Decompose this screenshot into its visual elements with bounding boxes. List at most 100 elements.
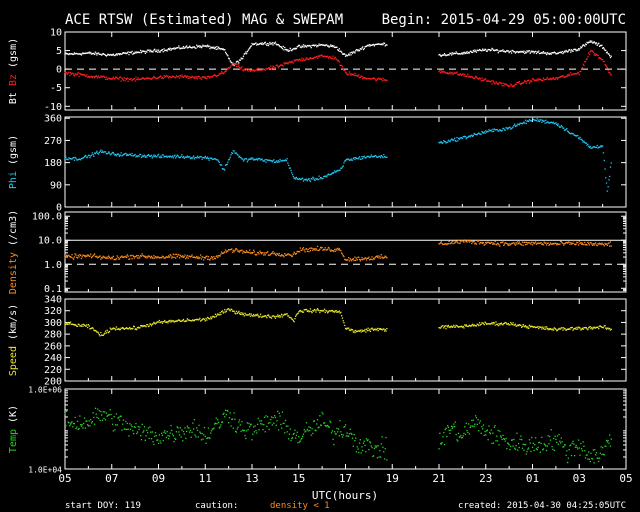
density-point bbox=[479, 241, 481, 244]
speed-point bbox=[313, 310, 315, 312]
mag-point bbox=[274, 67, 277, 69]
mag-point bbox=[89, 52, 91, 55]
temp-point bbox=[124, 428, 126, 430]
temp-point bbox=[524, 443, 527, 446]
density-point bbox=[328, 247, 330, 249]
speed-point bbox=[276, 315, 278, 318]
mag-point bbox=[579, 71, 581, 73]
mag-point bbox=[143, 50, 145, 53]
mag-point bbox=[567, 51, 569, 53]
density-point bbox=[90, 257, 93, 259]
temp-point bbox=[73, 422, 75, 425]
density-point bbox=[463, 241, 465, 243]
phi-point bbox=[81, 157, 83, 159]
phi-point bbox=[293, 177, 295, 180]
density-point bbox=[249, 249, 251, 251]
mag-point bbox=[191, 75, 193, 77]
phi-point bbox=[114, 154, 116, 156]
temp-point bbox=[362, 449, 364, 452]
mag-point bbox=[66, 53, 68, 55]
mag-point bbox=[114, 78, 116, 80]
phi-point bbox=[258, 157, 260, 160]
temp-point bbox=[173, 440, 175, 443]
phi-point bbox=[577, 137, 580, 139]
mag-point bbox=[586, 58, 588, 60]
temp-point bbox=[281, 411, 284, 413]
mag-point bbox=[519, 82, 521, 85]
speed-point bbox=[594, 327, 596, 329]
mag-point bbox=[355, 49, 358, 51]
phi-point bbox=[249, 158, 252, 160]
mag-point bbox=[175, 47, 177, 49]
density-point bbox=[523, 241, 525, 244]
speed-point bbox=[298, 311, 300, 313]
temp-point bbox=[339, 420, 341, 422]
phi-point bbox=[578, 138, 580, 140]
density-point bbox=[289, 254, 291, 256]
temp-point bbox=[261, 423, 263, 425]
mag-point bbox=[272, 65, 274, 67]
density-point bbox=[584, 244, 587, 246]
temp-point bbox=[500, 436, 502, 438]
phi-point bbox=[69, 157, 71, 160]
density-point bbox=[322, 249, 324, 251]
mag-point bbox=[249, 69, 251, 71]
speed-point bbox=[439, 327, 441, 329]
mag-point bbox=[363, 77, 365, 79]
density-point bbox=[158, 257, 160, 259]
temp-point bbox=[491, 442, 493, 445]
speed-point bbox=[227, 308, 229, 310]
temp-point bbox=[290, 439, 292, 442]
speed-point bbox=[193, 319, 195, 322]
speed-point bbox=[362, 330, 364, 332]
phi-point bbox=[228, 159, 230, 161]
speed-point bbox=[179, 320, 181, 322]
density-point bbox=[501, 241, 503, 244]
mag-point bbox=[161, 49, 163, 51]
density-point bbox=[195, 257, 197, 259]
mag-point bbox=[486, 50, 488, 52]
phi-point bbox=[281, 160, 283, 162]
density-point bbox=[528, 242, 531, 244]
phi-point bbox=[140, 153, 142, 156]
density-point bbox=[568, 241, 570, 243]
temp-point bbox=[257, 417, 259, 420]
mag-point bbox=[223, 49, 225, 51]
x-tick-label-8: 21 bbox=[432, 472, 445, 485]
mag-point bbox=[171, 76, 173, 79]
density-point bbox=[443, 243, 445, 245]
phi-point bbox=[287, 162, 289, 164]
mag-point bbox=[128, 53, 130, 56]
phi-point bbox=[290, 169, 292, 172]
mag-point bbox=[337, 50, 340, 52]
temp-point bbox=[550, 429, 552, 431]
phi-point bbox=[563, 129, 566, 131]
mag-point bbox=[489, 49, 491, 51]
speed-frame bbox=[64, 298, 627, 382]
speed-point bbox=[602, 326, 604, 329]
density-point bbox=[579, 242, 581, 245]
mag-point bbox=[478, 78, 480, 80]
mag-point bbox=[269, 67, 271, 70]
mag-point bbox=[97, 77, 99, 79]
speed-point bbox=[382, 328, 384, 330]
density-point bbox=[272, 251, 274, 253]
speed-point bbox=[313, 308, 315, 311]
mag-point bbox=[466, 51, 468, 53]
mag-point bbox=[229, 60, 231, 62]
mag-point bbox=[540, 52, 542, 54]
phi-point bbox=[372, 155, 375, 157]
phi-point bbox=[256, 159, 259, 161]
temp-point bbox=[292, 433, 294, 435]
speed-point bbox=[384, 329, 386, 331]
speed-point bbox=[599, 325, 601, 327]
density-point bbox=[362, 259, 364, 261]
temp-point bbox=[588, 458, 591, 460]
mag-point bbox=[307, 58, 309, 60]
phi-point bbox=[365, 156, 368, 158]
mag-ytick-label-1: 5 bbox=[56, 46, 62, 57]
temp-point bbox=[503, 438, 505, 440]
phi-point bbox=[492, 130, 495, 132]
temp-point bbox=[305, 422, 308, 424]
phi-point bbox=[88, 154, 90, 157]
